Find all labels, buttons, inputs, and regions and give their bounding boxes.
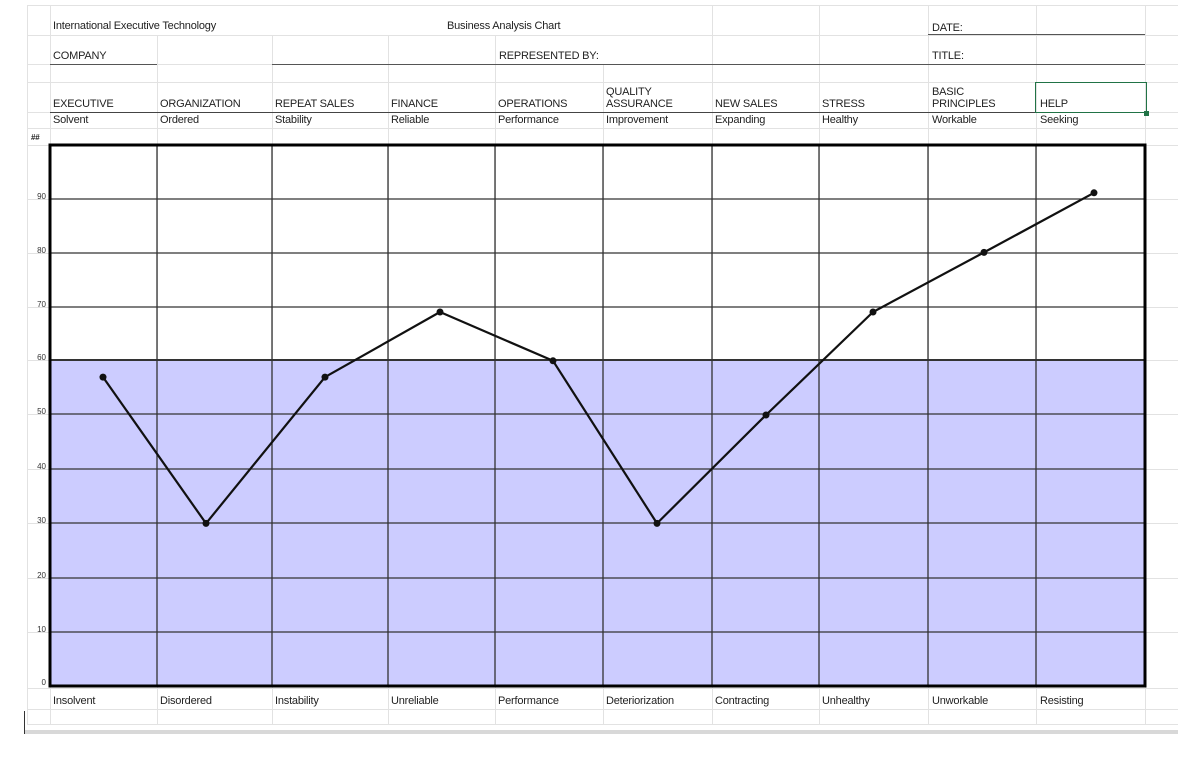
category-stress: STRESS [822, 98, 865, 110]
category-organization: ORGANIZATION [160, 98, 241, 110]
data-point [202, 519, 210, 527]
bottom-label-operations: Performance [498, 695, 559, 707]
company-label: COMPANY [53, 50, 107, 62]
org-name: International Executive Technology [53, 20, 216, 32]
date-label: DATE: [932, 22, 963, 34]
data-point [869, 308, 877, 316]
text-cursor [24, 711, 25, 734]
title-underline [928, 64, 1145, 65]
data-points [99, 189, 1098, 527]
top-label-quality: Improvement [606, 114, 668, 126]
category-repeat-sales: REPEAT SALES [275, 98, 355, 110]
top-label-operations: Performance [498, 114, 559, 126]
data-point [321, 373, 329, 381]
bottom-label-repeat-sales: Instability [275, 695, 319, 707]
y-tick-70: 70 [37, 300, 46, 309]
category-executive: EXECUTIVE [53, 98, 114, 110]
y-tick-40: 40 [37, 462, 46, 471]
top-label-help: Seeking [1040, 114, 1079, 126]
sheet-bottom-edge [24, 730, 1178, 734]
grid-vertical [156, 145, 1037, 686]
data-point [549, 357, 557, 365]
category-help: HELP [1040, 98, 1068, 110]
top-label-stress: Healthy [822, 114, 858, 126]
top-label-executive: Solvent [53, 114, 89, 126]
date-underline [928, 34, 1145, 35]
bottom-label-help: Resisting [1040, 695, 1084, 707]
y-tick-90: 90 [37, 192, 46, 201]
y-tick-80: 80 [37, 246, 46, 255]
data-point [1090, 189, 1098, 197]
data-point [436, 308, 444, 316]
y-tick-0: 0 [41, 678, 46, 687]
chart-frame [48, 143, 1147, 688]
bottom-label-finance: Unreliable [391, 695, 439, 707]
category-underline [50, 112, 1145, 113]
y-tick-20: 20 [37, 571, 46, 580]
category-operations: OPERATIONS [498, 98, 568, 110]
bottom-label-new-sales: Contracting [715, 695, 770, 707]
y-tick-30: 30 [37, 516, 46, 525]
category-finance: FINANCE [391, 98, 438, 110]
grid-horizontal [50, 198, 1145, 633]
represented-underline [272, 64, 929, 65]
chart-title: Business Analysis Chart [447, 20, 561, 32]
represented-by-label: REPRESENTED BY: [499, 50, 599, 62]
top-label-finance: Reliable [391, 114, 430, 126]
top-label-organization: Ordered [160, 114, 199, 126]
category-basic-principles: PRINCIPLES [932, 98, 996, 110]
data-point [980, 248, 988, 256]
top-label-basic: Workable [932, 114, 977, 126]
category-new-sales: NEW SALES [715, 98, 778, 110]
data-point [653, 519, 661, 527]
title-label: TITLE: [932, 50, 964, 62]
top-label-repeat-sales: Stability [275, 114, 312, 126]
y-tick-60: 60 [37, 353, 46, 362]
data-point [99, 373, 107, 381]
bottom-label-basic: Unworkable [932, 695, 989, 707]
top-label-new-sales: Expanding [715, 114, 766, 126]
bottom-label-organization: Disordered [160, 695, 212, 707]
row-marker: ## [31, 133, 40, 142]
data-point [762, 411, 770, 419]
fill-handle[interactable] [1144, 111, 1149, 116]
bottom-label-quality: Deteriorization [606, 695, 674, 707]
y-tick-50: 50 [37, 407, 46, 416]
category-quality-line1: QUALITY [606, 86, 652, 98]
category-quality-assurance: ASSURANCE [606, 98, 673, 110]
bottom-label-stress: Unhealthy [822, 695, 870, 707]
data-line [102, 191, 1095, 525]
bottom-label-executive: Insolvent [53, 695, 96, 707]
y-tick-10: 10 [37, 625, 46, 634]
category-basic-line1: BASIC [932, 86, 965, 98]
selected-cell-help[interactable] [1035, 82, 1147, 113]
company-underline [50, 64, 157, 65]
